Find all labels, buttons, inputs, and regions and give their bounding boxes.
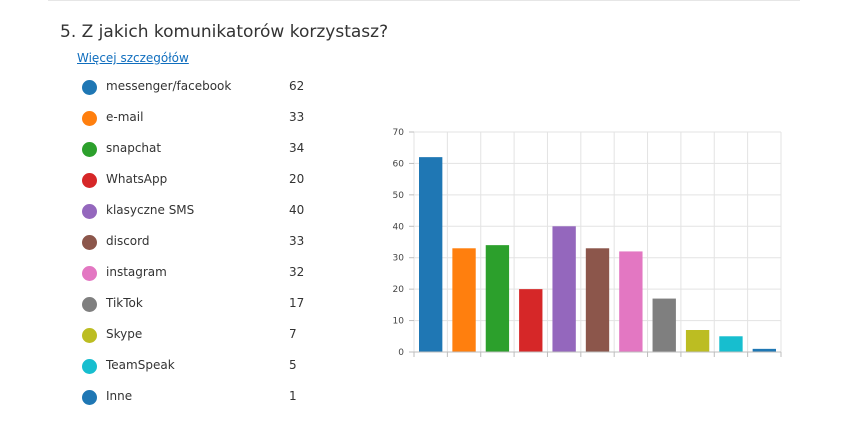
bar bbox=[752, 348, 776, 352]
legend-count: 33 bbox=[289, 234, 305, 248]
legend-item: snapchat 34 bbox=[80, 139, 320, 170]
legend: messenger/facebook 62 e-mail 33 snapchat 34 Wh… bbox=[80, 77, 320, 418]
legend-count: 1 bbox=[289, 389, 297, 403]
legend-color-dot bbox=[82, 297, 97, 312]
legend-count: 40 bbox=[289, 203, 305, 217]
y-tick-label: 30 bbox=[393, 254, 405, 264]
bar bbox=[585, 248, 610, 352]
top-divider bbox=[48, 0, 800, 1]
y-tick-label: 70 bbox=[393, 128, 405, 138]
legend-item: TeamSpeak 5 bbox=[80, 356, 320, 387]
legend-item: klasyczne SMS 40 bbox=[80, 201, 320, 232]
bar bbox=[485, 245, 510, 352]
legend-color-dot bbox=[82, 80, 97, 95]
legend-color-dot bbox=[82, 173, 97, 188]
question-title: 5. Z jakich komunikatorów korzystasz? bbox=[60, 22, 389, 42]
legend-label: TeamSpeak bbox=[106, 358, 175, 372]
legend-label: Inne bbox=[106, 389, 133, 403]
y-tick-label: 40 bbox=[393, 222, 405, 232]
legend-color-dot bbox=[82, 235, 97, 250]
legend-item: TikTok 17 bbox=[80, 294, 320, 325]
legend-color-dot bbox=[82, 328, 97, 343]
legend-label: messenger/facebook bbox=[106, 79, 232, 93]
bar bbox=[419, 157, 443, 352]
legend-label: Skype bbox=[106, 327, 143, 341]
legend-label: discord bbox=[106, 234, 150, 248]
more-details-link[interactable]: Więcej szczegółów bbox=[77, 51, 189, 65]
bar bbox=[652, 298, 676, 352]
legend-color-dot bbox=[82, 142, 97, 157]
legend-label: instagram bbox=[106, 265, 167, 279]
legend-item: instagram 32 bbox=[80, 263, 320, 294]
legend-label: e-mail bbox=[106, 110, 144, 124]
legend-color-dot bbox=[82, 204, 97, 219]
legend-item: messenger/facebook 62 bbox=[80, 77, 320, 108]
bar bbox=[452, 248, 476, 352]
legend-item: Skype 7 bbox=[80, 325, 320, 356]
y-tick-label: 0 bbox=[398, 348, 404, 358]
bar bbox=[619, 251, 643, 352]
legend-count: 7 bbox=[289, 327, 297, 341]
legend-color-dot bbox=[82, 390, 97, 405]
legend-count: 62 bbox=[289, 79, 305, 93]
bar bbox=[719, 336, 743, 352]
y-tick-label: 20 bbox=[393, 285, 405, 295]
bar bbox=[552, 226, 576, 352]
legend-item: discord 33 bbox=[80, 232, 320, 263]
legend-count: 32 bbox=[289, 265, 305, 279]
legend-label: klasyczne SMS bbox=[106, 203, 195, 217]
legend-item: Inne 1 bbox=[80, 387, 320, 418]
y-tick-label: 10 bbox=[393, 317, 405, 327]
legend-count: 20 bbox=[289, 172, 305, 186]
legend-count: 5 bbox=[289, 358, 297, 372]
legend-count: 17 bbox=[289, 296, 305, 310]
legend-count: 34 bbox=[289, 141, 305, 155]
y-tick-label: 60 bbox=[393, 159, 405, 169]
bar-chart: 0 10 20 30 40 50 60 70 bbox=[393, 128, 782, 358]
legend-color-dot bbox=[82, 111, 97, 126]
bar bbox=[519, 289, 543, 352]
legend-item: e-mail 33 bbox=[80, 108, 320, 139]
legend-label: TikTok bbox=[106, 296, 143, 310]
legend-label: snapchat bbox=[106, 141, 162, 155]
legend-item: WhatsApp 20 bbox=[80, 170, 320, 201]
legend-color-dot bbox=[82, 266, 97, 281]
y-tick-label: 50 bbox=[393, 191, 405, 201]
legend-count: 33 bbox=[289, 110, 305, 124]
legend-color-dot bbox=[82, 359, 97, 374]
bar bbox=[685, 330, 710, 352]
legend-label: WhatsApp bbox=[106, 172, 168, 186]
